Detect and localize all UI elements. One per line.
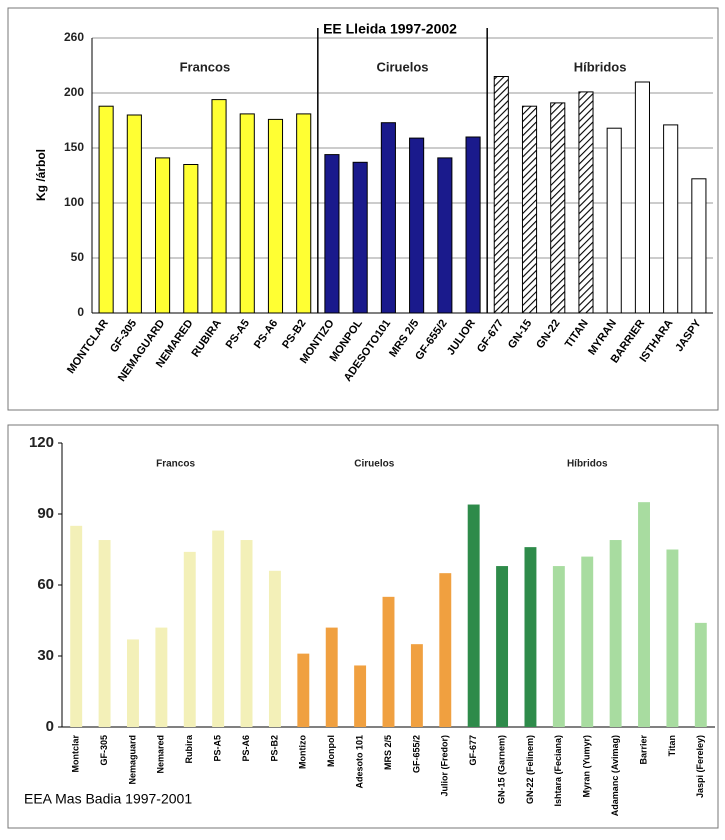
y-tick-label: 150 bbox=[64, 140, 84, 154]
bar bbox=[183, 551, 196, 727]
bar bbox=[638, 502, 650, 727]
bar bbox=[70, 525, 83, 727]
y-tick-label: 100 bbox=[64, 195, 84, 209]
x-tick-label: Nemaguard bbox=[127, 735, 137, 785]
group-label: Híbridos bbox=[574, 59, 627, 74]
x-tick-label: GF-677 bbox=[468, 735, 478, 766]
bar bbox=[212, 530, 225, 727]
bar bbox=[439, 573, 452, 727]
group-label: Francos bbox=[180, 59, 231, 74]
bar bbox=[606, 127, 622, 314]
bar bbox=[552, 566, 565, 727]
bar bbox=[127, 639, 139, 727]
bar bbox=[409, 137, 425, 314]
x-tick-label: Jaspi (Fereley) bbox=[695, 735, 705, 798]
bar bbox=[410, 644, 423, 727]
y-tick-label: 90 bbox=[37, 505, 54, 522]
y-axis-label: Kg /árbol bbox=[34, 149, 48, 201]
y-tick-label: 260 bbox=[64, 30, 84, 44]
bar bbox=[550, 102, 566, 314]
bar bbox=[98, 540, 111, 727]
bar bbox=[609, 540, 622, 727]
x-tick-label: Ishtara (Feciana) bbox=[553, 735, 563, 807]
group-label: Híbridos bbox=[567, 459, 608, 470]
x-tick-label: PS-A5 bbox=[213, 735, 223, 762]
bar bbox=[578, 91, 594, 314]
x-tick-label: Monpol bbox=[326, 735, 336, 767]
x-tick-label: Adesoto 101 bbox=[354, 735, 364, 789]
x-tick-label: GN-22 (Felinem) bbox=[525, 735, 535, 804]
bar bbox=[380, 122, 396, 314]
y-tick-label: 200 bbox=[64, 85, 84, 99]
x-tick-label: Adamanc (Avimag) bbox=[610, 735, 620, 816]
x-tick-label: Montclar bbox=[71, 735, 81, 773]
bar bbox=[634, 81, 650, 314]
bar bbox=[467, 504, 480, 727]
bar bbox=[324, 154, 340, 314]
bar bbox=[240, 540, 253, 727]
bar bbox=[691, 178, 707, 314]
bar bbox=[211, 99, 227, 314]
panel bbox=[7, 424, 719, 829]
bar bbox=[493, 76, 509, 314]
bar bbox=[325, 627, 338, 727]
x-tick-label: PS-B2 bbox=[269, 735, 279, 762]
group-label: Ciruelos bbox=[354, 459, 394, 470]
bar bbox=[521, 105, 538, 314]
group-label: Ciruelos bbox=[376, 59, 428, 74]
x-tick-label: GF-305 bbox=[99, 735, 109, 766]
chart-title: EE Lleida 1997-2002 bbox=[323, 21, 457, 37]
y-tick-label: 30 bbox=[37, 647, 54, 664]
x-tick-label: MRS 2/5 bbox=[383, 735, 393, 770]
bar bbox=[666, 549, 679, 727]
x-tick-label: Myran (Yumyr) bbox=[582, 735, 592, 798]
bar bbox=[155, 157, 171, 314]
bar bbox=[98, 105, 114, 314]
y-tick-label: 50 bbox=[71, 250, 85, 264]
bar bbox=[581, 556, 594, 727]
bar bbox=[268, 570, 281, 727]
y-tick-label: 0 bbox=[46, 718, 54, 735]
x-tick-label: GN-15 (Garnem) bbox=[496, 735, 506, 804]
bar bbox=[267, 118, 284, 314]
bar bbox=[663, 124, 679, 314]
bar bbox=[694, 622, 707, 727]
x-tick-label: GF-655/2 bbox=[411, 735, 421, 773]
bar bbox=[155, 627, 168, 727]
x-tick-label: Titan bbox=[667, 735, 677, 756]
bar bbox=[354, 665, 367, 727]
y-tick-label: 0 bbox=[77, 305, 84, 319]
group-label: Francos bbox=[156, 459, 195, 470]
y-tick-label: 60 bbox=[37, 576, 54, 593]
bar bbox=[239, 113, 255, 314]
x-tick-label: Rubira bbox=[184, 734, 194, 763]
bar bbox=[465, 136, 481, 314]
x-tick-label: Julior (Fredor) bbox=[440, 735, 450, 797]
x-tick-label: Barrier bbox=[638, 735, 648, 765]
bar bbox=[437, 157, 453, 314]
x-tick-label: Montizo bbox=[298, 735, 308, 769]
bar bbox=[297, 653, 310, 727]
y-tick-label: 120 bbox=[29, 434, 54, 451]
bar bbox=[183, 164, 199, 314]
bar bbox=[296, 113, 312, 314]
bar bbox=[524, 547, 537, 727]
bar bbox=[126, 114, 142, 314]
bar bbox=[496, 566, 509, 727]
x-tick-label: Nemared bbox=[156, 735, 166, 774]
bar bbox=[352, 161, 368, 314]
bar bbox=[382, 596, 395, 727]
chart-title: EEA Mas Badia 1997-2001 bbox=[24, 791, 192, 807]
x-tick-label: PS-A6 bbox=[241, 735, 251, 762]
